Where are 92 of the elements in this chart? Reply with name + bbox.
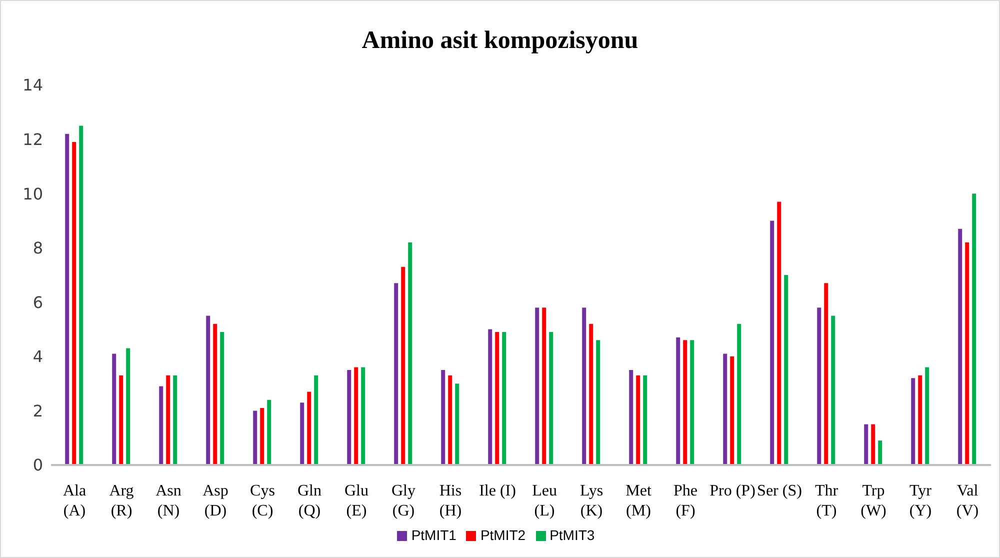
x-tick-label: Asn (N) [156,482,182,520]
bar [676,337,680,465]
bar [965,242,970,465]
bar [878,440,882,465]
bar [643,375,648,465]
y-tick-label: 12 [22,130,43,149]
bar [911,378,916,465]
x-tick-label: Gly (G) [392,482,416,520]
y-tick-label: 10 [22,184,43,204]
bar [408,242,412,465]
y-tick-label: 2 [32,401,43,420]
bar [126,348,130,465]
bar [65,134,70,465]
bar [166,375,170,465]
bar [817,308,822,465]
legend-label: PtMIT1 [411,527,456,543]
chart-title: Amino asit kompozisyonu [360,27,640,55]
bar [267,400,272,465]
y-tick-label: 4 [32,347,43,366]
bar [441,370,446,465]
bar [300,402,304,465]
bar [972,194,976,465]
bar [159,386,164,465]
bar [589,324,594,465]
bar [79,126,84,465]
bar [448,375,452,465]
x-tick-label: Ile (I) [479,482,516,500]
bar [864,424,868,465]
bar [535,308,540,465]
bar [629,370,634,465]
bar [871,424,876,465]
bar [596,340,600,465]
bar [723,354,728,465]
x-tick-label: Arg (R) [109,482,134,520]
bar [119,375,124,465]
bar [542,308,546,465]
y-tick-label: 14 [22,76,43,95]
bar [213,324,218,465]
bar [361,367,366,465]
bar [918,375,922,465]
bar [260,408,264,465]
x-tick-label: Trp (W) [860,482,886,520]
bar [495,332,500,465]
bar [354,367,358,465]
bar [690,340,694,465]
x-tick-label: Met (M) [626,482,652,520]
bar [401,266,406,465]
bar [307,392,312,465]
bar [549,332,554,465]
x-tick-label: Pro (P) [710,482,756,500]
x-tick-label: Ser (S) [757,482,802,500]
bar [253,410,258,465]
bar [784,275,788,465]
bar [394,283,398,465]
bar [112,354,116,465]
bar [737,324,742,465]
bar [730,356,734,465]
bar [582,308,586,465]
legend-label: PtMIT2 [480,527,526,543]
bar [314,375,318,465]
bar [958,228,962,465]
bar [455,384,460,465]
x-tick-label: Leu (L) [532,482,557,520]
x-tick-label: Gln (Q) [298,482,322,520]
bar [777,202,782,465]
bar [770,220,774,465]
bar [502,332,506,465]
x-tick-label: Thr (T) [814,482,839,520]
y-tick-label: 6 [32,292,43,312]
x-tick-label: Cys (C) [250,482,275,520]
x-tick-label: Phe (F) [674,482,698,520]
bar [173,375,178,465]
bar [206,316,210,465]
x-tick-label: Asp (D) [202,482,228,520]
bar [72,142,76,465]
bar [925,367,930,465]
y-tick-label: 0 [32,456,43,475]
legend-label: PtMIT3 [550,527,595,543]
y-tick-label: 8 [32,238,43,258]
x-tick-label: Ala (A) [62,482,86,520]
x-tick-label: Val (V) [956,482,979,520]
bar [636,375,640,465]
bar [488,329,492,465]
x-tick-label: Tyr (Y) [909,482,932,520]
bar [220,332,224,465]
x-tick-label: Lys (K) [580,482,604,520]
bar [347,370,352,465]
x-tick-label: His (H) [439,482,462,520]
bar [831,316,836,465]
bar [824,283,828,465]
bar [683,340,688,465]
x-tick-label: Glu (E) [344,482,368,520]
